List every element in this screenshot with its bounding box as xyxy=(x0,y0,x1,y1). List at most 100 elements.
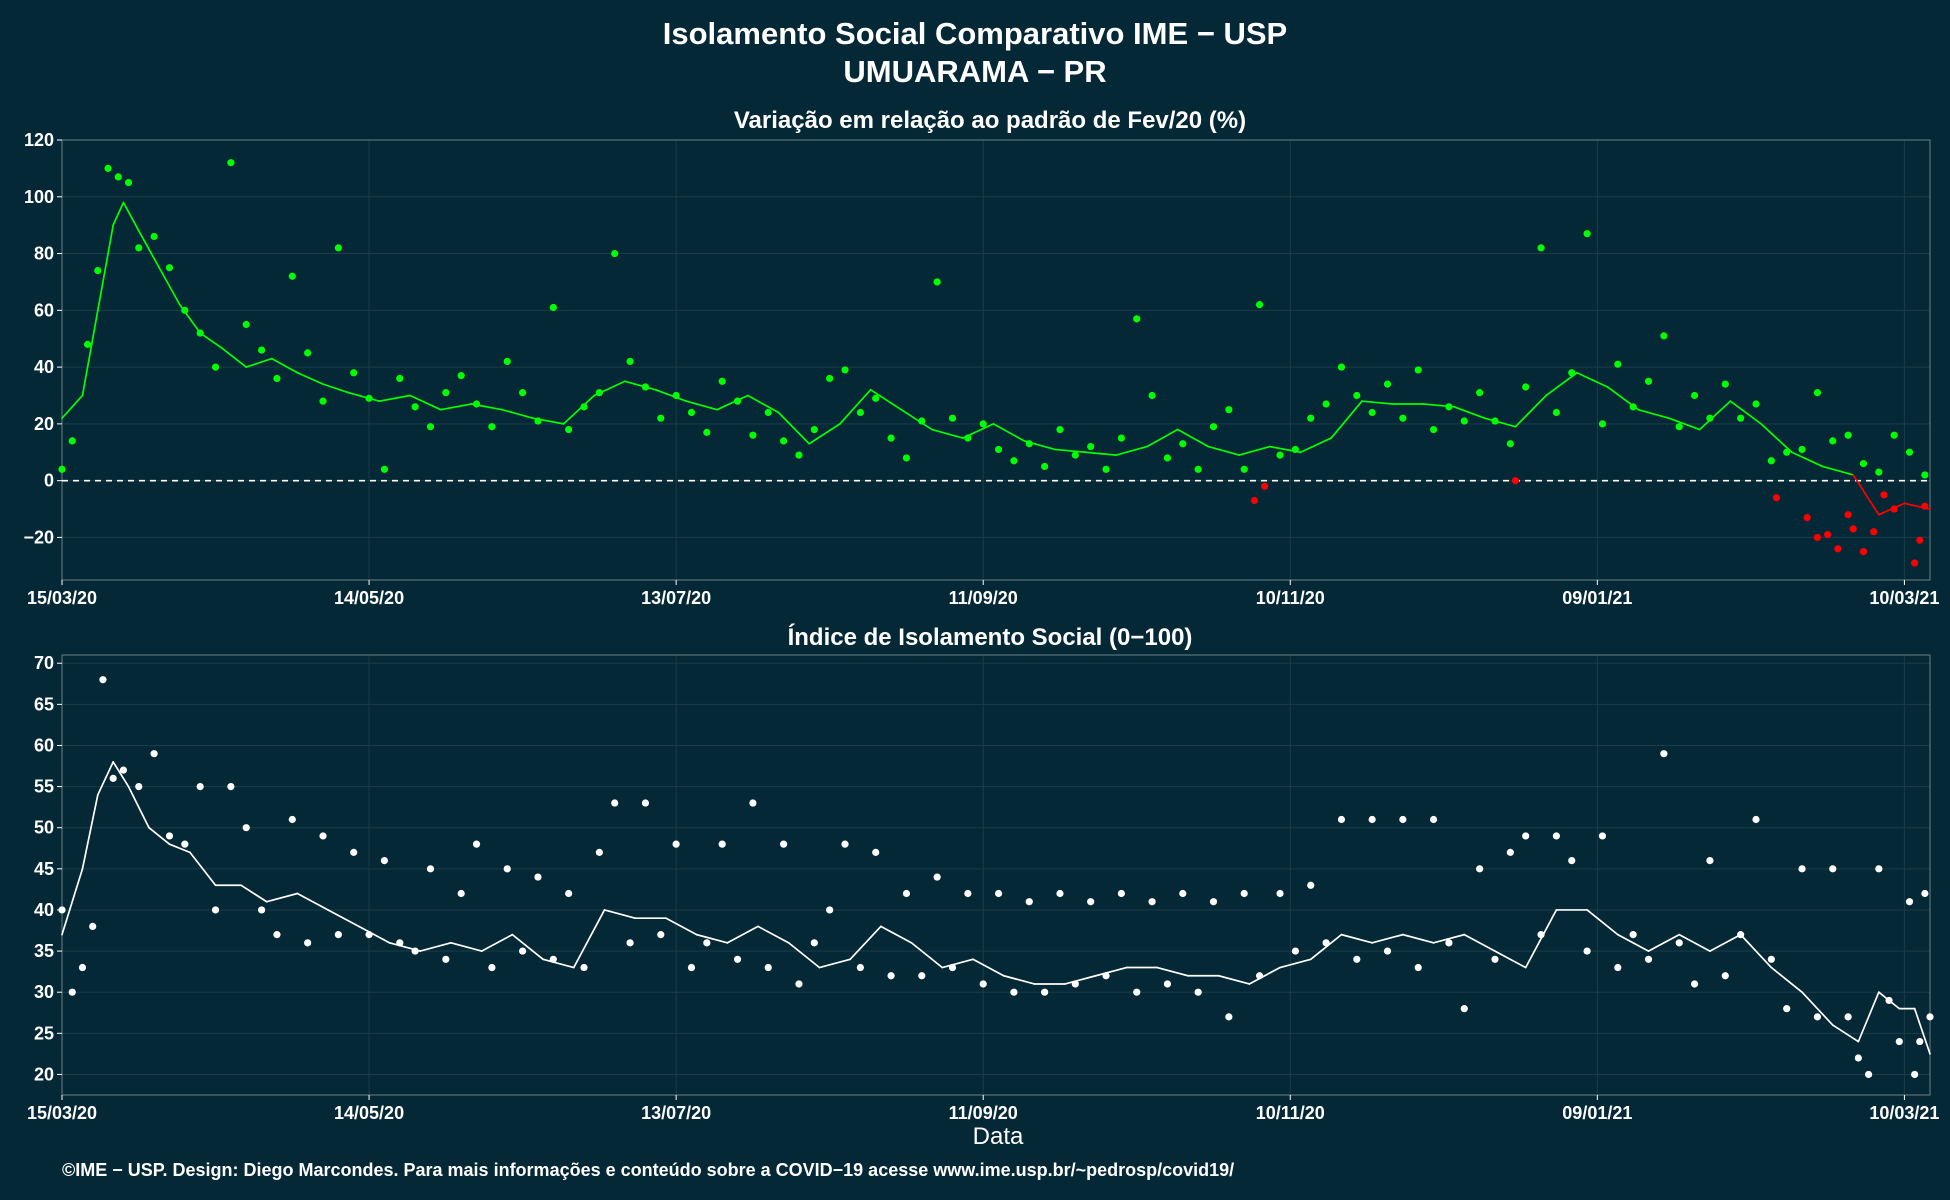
data-point xyxy=(380,857,389,865)
y-tick-label: 80 xyxy=(34,244,54,264)
data-point xyxy=(841,840,849,848)
trend-line-segment xyxy=(1094,966,1128,977)
data-point xyxy=(1629,403,1637,411)
trend-line-segment xyxy=(327,909,360,928)
data-point xyxy=(1056,425,1064,434)
data-point xyxy=(1813,1013,1822,1021)
data-point xyxy=(810,425,818,434)
data-point xyxy=(1353,955,1361,963)
y-tick-label: 120 xyxy=(24,130,54,150)
data-point xyxy=(1476,865,1484,873)
trend-line-segment xyxy=(1248,966,1281,985)
data-point xyxy=(1071,980,1079,988)
data-point xyxy=(1690,391,1699,400)
data-point xyxy=(1041,988,1049,996)
data-point xyxy=(1737,414,1745,422)
data-point xyxy=(365,394,373,402)
data-point xyxy=(979,420,987,428)
trend-line-segment xyxy=(716,394,749,411)
trend-line-segment xyxy=(322,383,350,394)
data-point xyxy=(1854,1054,1862,1062)
trend-line-segment xyxy=(746,394,780,414)
data-point xyxy=(104,164,112,172)
data-point xyxy=(626,939,634,947)
data-point xyxy=(872,394,880,402)
y-tick-label: 50 xyxy=(34,818,54,838)
data-point xyxy=(1921,471,1929,479)
trend-line-segment xyxy=(1064,974,1097,985)
y-tick-label: 40 xyxy=(34,900,54,920)
data-point xyxy=(1010,457,1018,465)
data-point xyxy=(442,389,450,397)
data-point xyxy=(1025,440,1033,448)
data-point xyxy=(1117,434,1125,442)
data-point xyxy=(918,417,926,425)
trend-line-segment xyxy=(1913,1007,1931,1055)
data-point xyxy=(856,408,864,417)
data-point xyxy=(1875,468,1883,476)
data-point xyxy=(733,955,742,963)
trend-line-segment xyxy=(869,388,903,411)
data-point xyxy=(964,434,972,442)
data-point xyxy=(109,774,117,782)
data-point xyxy=(1583,947,1591,955)
data-point xyxy=(626,357,634,366)
data-point xyxy=(1133,315,1141,323)
trend-line-segment xyxy=(1678,933,1711,952)
trend-line-segment xyxy=(127,785,150,829)
data-point xyxy=(1849,525,1857,533)
trend-line-segment xyxy=(542,958,575,969)
trend-line-segment xyxy=(1176,428,1210,448)
data-point xyxy=(657,931,665,939)
data-point xyxy=(273,374,281,383)
data-point xyxy=(1885,996,1893,1005)
data-point xyxy=(1117,889,1125,898)
data-point xyxy=(288,815,296,824)
data-point xyxy=(1829,865,1837,873)
data-point xyxy=(902,454,911,462)
data-point xyxy=(1506,440,1514,448)
data-point xyxy=(1880,491,1888,499)
data-point xyxy=(534,417,542,425)
data-point xyxy=(273,931,281,939)
data-point xyxy=(114,173,122,181)
data-point xyxy=(58,465,66,473)
data-point xyxy=(442,955,450,963)
data-point xyxy=(1721,380,1729,388)
data-point xyxy=(1087,442,1095,451)
trend-line-segment xyxy=(1463,933,1496,952)
data-point xyxy=(1813,389,1822,397)
data-point xyxy=(1916,1037,1924,1046)
data-point xyxy=(94,266,102,275)
data-point xyxy=(1844,431,1852,439)
data-point xyxy=(764,963,772,972)
data-point xyxy=(1179,440,1187,448)
data-point xyxy=(426,423,435,431)
data-point xyxy=(1824,530,1832,539)
data-point xyxy=(457,889,465,898)
trend-line-segment xyxy=(839,388,872,425)
data-point xyxy=(1537,244,1545,252)
data-point xyxy=(1522,832,1530,840)
trend-line-segment xyxy=(572,909,606,969)
x-tick-label: 10/03/21 xyxy=(1869,1103,1939,1123)
data-point xyxy=(1087,898,1095,906)
data-point xyxy=(380,465,389,473)
trend-line-segment xyxy=(137,229,161,269)
y-tick-label: 55 xyxy=(34,777,54,797)
trend-line-segment xyxy=(450,942,483,952)
data-point xyxy=(1767,457,1775,465)
data-point xyxy=(1209,423,1218,431)
data-point xyxy=(1890,431,1898,439)
trend-line-segment xyxy=(1821,465,1855,476)
data-point xyxy=(1911,1070,1919,1079)
data-point xyxy=(994,445,1003,454)
data-point xyxy=(1179,889,1187,898)
data-point xyxy=(856,963,864,972)
trend-line-segment xyxy=(219,346,248,368)
data-point xyxy=(1307,881,1315,889)
y-tick-label: 65 xyxy=(34,694,54,714)
data-point xyxy=(565,889,573,898)
data-point xyxy=(227,159,235,167)
data-point xyxy=(78,963,87,972)
